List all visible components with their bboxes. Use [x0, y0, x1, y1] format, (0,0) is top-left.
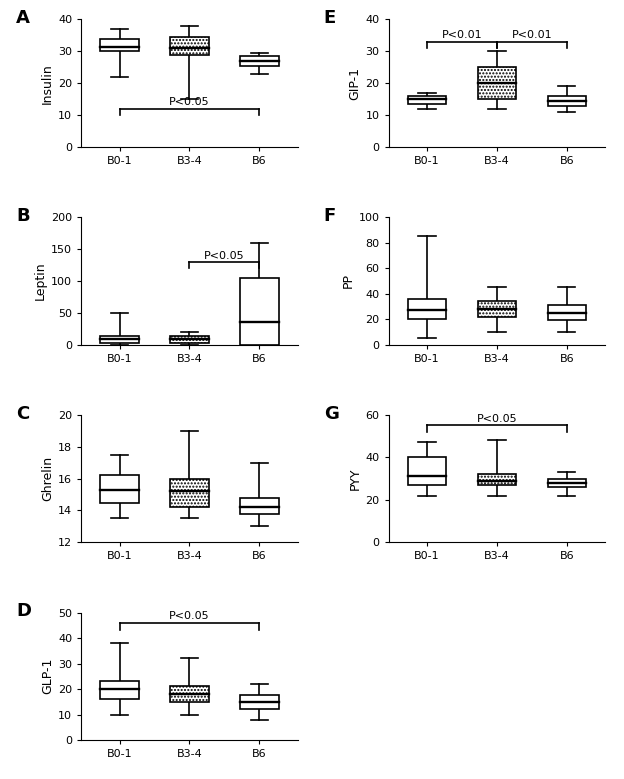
FancyBboxPatch shape	[548, 478, 586, 487]
Y-axis label: GIP-1: GIP-1	[348, 67, 361, 100]
Text: D: D	[16, 602, 31, 620]
Text: P<0.01: P<0.01	[442, 30, 482, 41]
FancyBboxPatch shape	[478, 301, 516, 316]
FancyBboxPatch shape	[408, 457, 446, 485]
FancyBboxPatch shape	[240, 498, 278, 513]
Text: A: A	[16, 9, 30, 27]
FancyBboxPatch shape	[240, 278, 278, 344]
Y-axis label: Insulin: Insulin	[41, 63, 54, 104]
Text: C: C	[16, 404, 29, 423]
FancyBboxPatch shape	[170, 478, 208, 507]
FancyBboxPatch shape	[548, 305, 586, 320]
Text: P<0.05: P<0.05	[477, 414, 517, 425]
Text: B: B	[16, 207, 30, 225]
FancyBboxPatch shape	[548, 96, 586, 106]
FancyBboxPatch shape	[240, 696, 278, 710]
Text: P<0.01: P<0.01	[512, 30, 552, 41]
FancyBboxPatch shape	[170, 686, 208, 702]
FancyBboxPatch shape	[170, 337, 208, 344]
FancyBboxPatch shape	[408, 96, 446, 104]
Y-axis label: Leptin: Leptin	[34, 262, 47, 300]
FancyBboxPatch shape	[100, 39, 139, 51]
FancyBboxPatch shape	[478, 474, 516, 485]
FancyBboxPatch shape	[100, 475, 139, 502]
Text: P<0.05: P<0.05	[169, 97, 210, 108]
Y-axis label: PP: PP	[341, 273, 354, 288]
Text: P<0.05: P<0.05	[204, 252, 245, 262]
Y-axis label: Ghrelin: Ghrelin	[41, 456, 54, 501]
Y-axis label: PYY: PYY	[348, 467, 361, 490]
FancyBboxPatch shape	[170, 37, 208, 55]
FancyBboxPatch shape	[100, 337, 139, 344]
Text: G: G	[324, 404, 339, 423]
Text: P<0.05: P<0.05	[169, 612, 210, 622]
Y-axis label: GLP-1: GLP-1	[41, 658, 54, 694]
FancyBboxPatch shape	[408, 299, 446, 319]
FancyBboxPatch shape	[240, 56, 278, 65]
FancyBboxPatch shape	[100, 682, 139, 700]
Text: F: F	[324, 207, 336, 225]
Text: E: E	[324, 9, 336, 27]
FancyBboxPatch shape	[478, 67, 516, 99]
